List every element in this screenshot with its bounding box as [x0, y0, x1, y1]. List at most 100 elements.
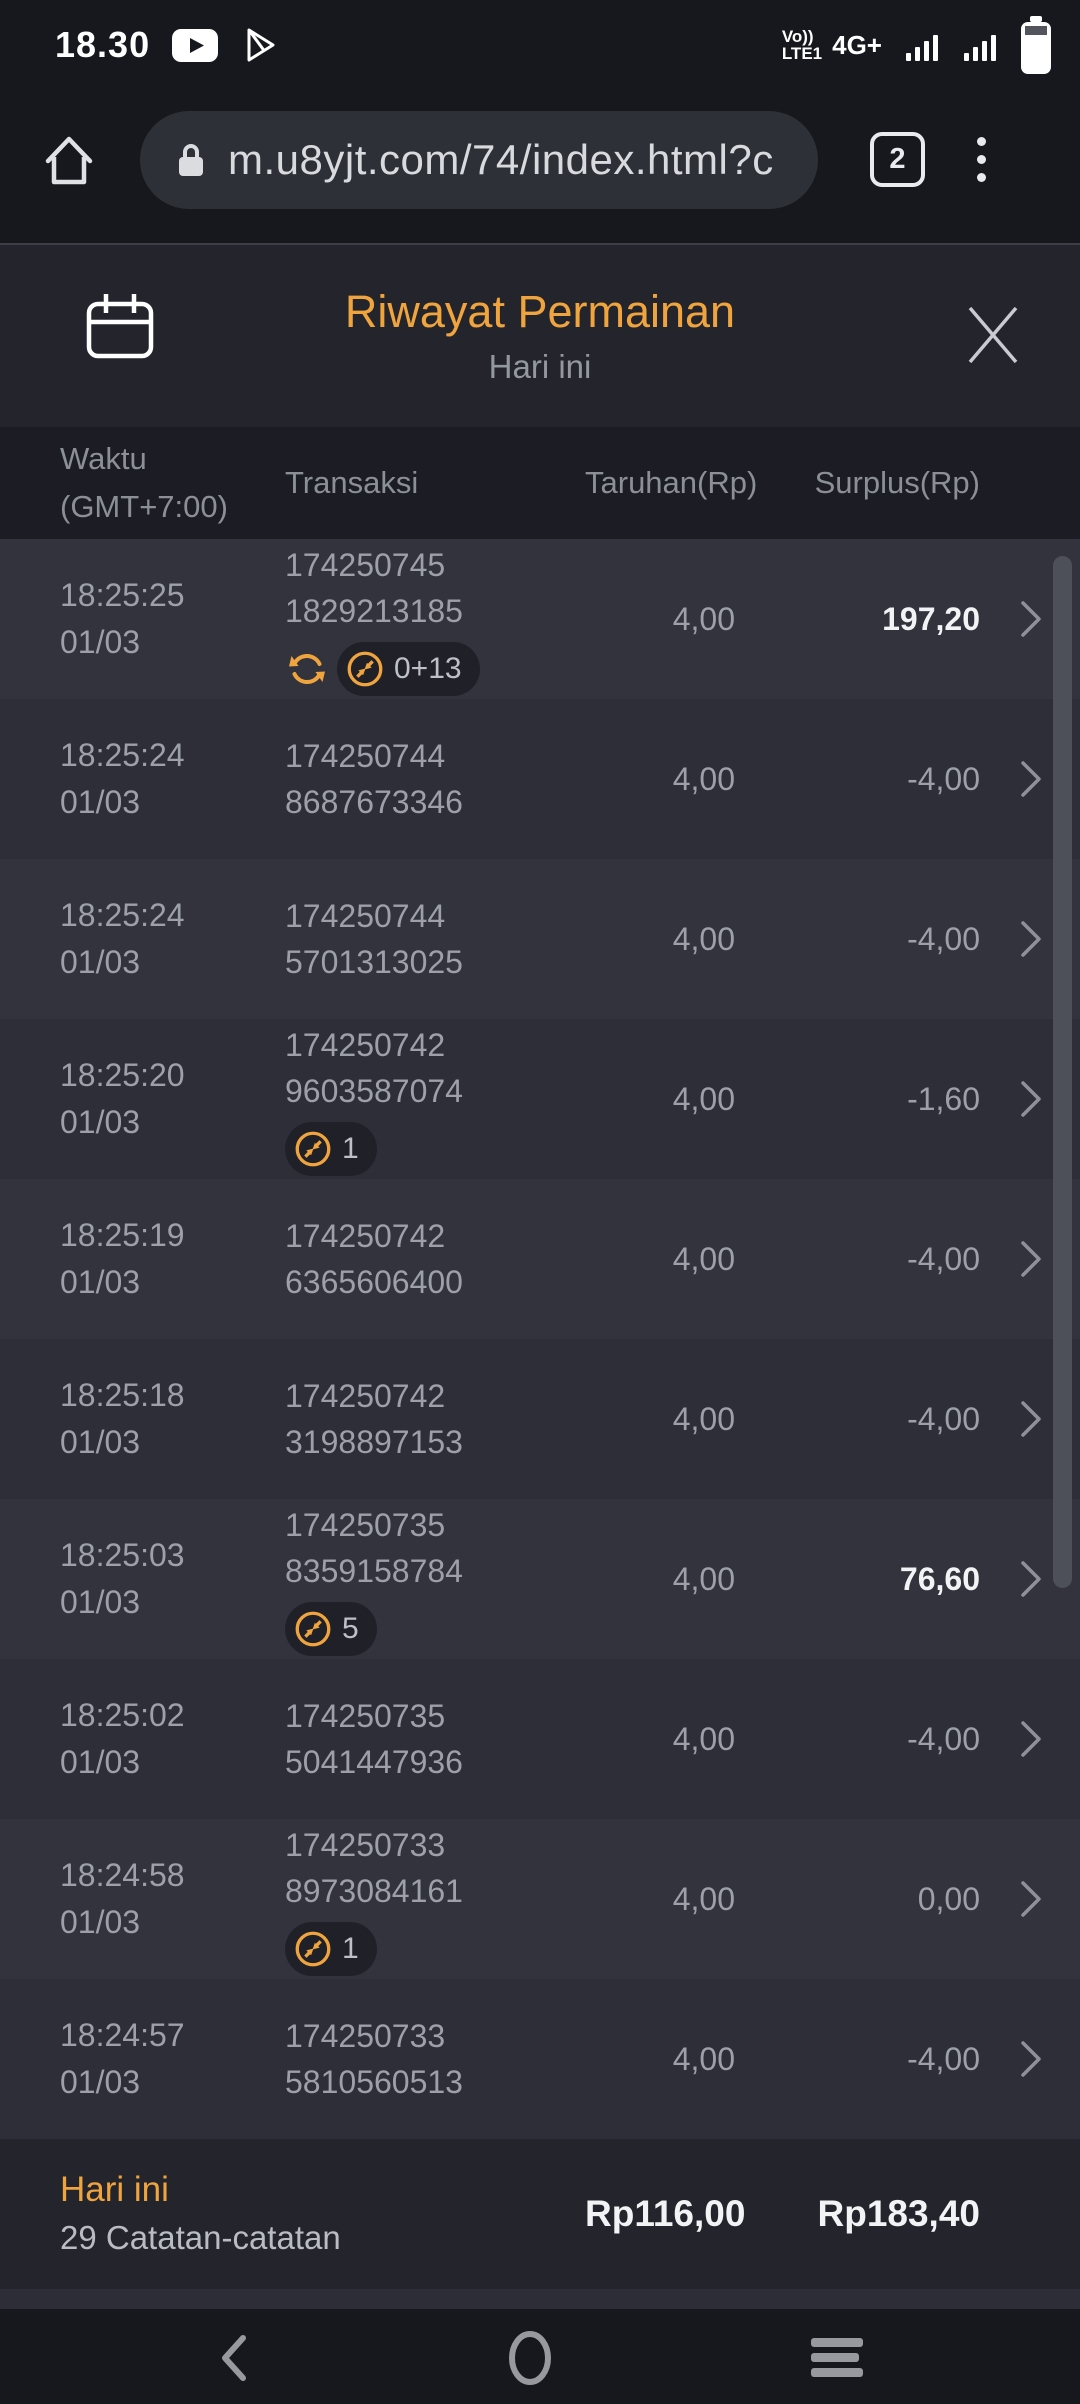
- summary-period: Hari ini: [60, 2170, 169, 2209]
- row-txn-line2: 9603587074: [285, 1073, 463, 1109]
- row-time-cell: 18:25:03 01/03: [60, 1532, 285, 1626]
- row-chevron: [980, 1396, 1080, 1442]
- chevron-right-icon: [1021, 1081, 1041, 1117]
- row-date: 01/03: [60, 2064, 141, 2100]
- row-time: 18:25:20: [60, 1057, 185, 1093]
- chevron-right-icon: [1021, 1401, 1041, 1437]
- page-title: Riwayat Permainan: [344, 286, 736, 337]
- row-date: 01/03: [60, 1104, 141, 1140]
- row-transaction-cell: 174250744 8687673346: [285, 733, 585, 825]
- table-header: Waktu (GMT+7:00) Transaksi Taruhan(Rp) S…: [0, 427, 1080, 539]
- row-time-cell: 18:25:18 01/03: [60, 1372, 285, 1466]
- youtube-notification-icon: [172, 28, 219, 62]
- table-row[interactable]: 18:25:25 01/03 174250745 1829213185: [0, 539, 1080, 699]
- row-txn-line1: 174250742: [285, 1027, 446, 1063]
- chevron-right-icon: [1021, 921, 1041, 957]
- spin-icon: [347, 651, 383, 687]
- spin-count-badge: 5: [285, 1602, 377, 1656]
- row-date: 01/03: [60, 784, 141, 820]
- summary-record-count: 29 Catatan-catatan: [60, 2219, 341, 2256]
- close-icon: [968, 306, 1018, 364]
- table-row[interactable]: 18:25:20 01/03 174250742 9603587074: [0, 1019, 1080, 1179]
- row-transaction-cell: 174250735 8359158784 5: [285, 1502, 585, 1656]
- row-surplus: -1,60: [907, 1080, 980, 1117]
- spin-count-badge: 0+13: [337, 642, 480, 696]
- browser-menu-button[interactable]: [971, 131, 992, 188]
- close-button[interactable]: [958, 297, 1028, 373]
- status-bar: 18.30 Vo)) LTE1 4G+: [0, 0, 1080, 90]
- nav-back-button[interactable]: [215, 2330, 251, 2386]
- chevron-right-icon: [1021, 601, 1041, 637]
- table-row[interactable]: 18:25:03 01/03 174250735 8359158784: [0, 1499, 1080, 1659]
- table-row[interactable]: 18:24:57 01/03 174250733 5810560513 4,00…: [0, 1979, 1080, 2139]
- column-header-surplus: Surplus(Rp): [814, 465, 980, 500]
- tab-switcher-button[interactable]: 2: [870, 132, 925, 187]
- calendar-button[interactable]: [86, 291, 154, 363]
- row-time: 18:25:02: [60, 1697, 185, 1733]
- row-time-cell: 18:25:24 01/03: [60, 732, 285, 826]
- row-txn-line1: 174250744: [285, 738, 446, 774]
- row-transaction-cell: 174250742 3198897153: [285, 1373, 585, 1465]
- row-time-cell: 18:25:20 01/03: [60, 1052, 285, 1146]
- summary-left: Hari ini 29 Catatan-catatan: [60, 2166, 585, 2262]
- nav-menu-icon: [811, 2337, 863, 2377]
- page-subtitle: Hari ini: [488, 348, 592, 385]
- network-type-label: 4G+: [832, 29, 882, 60]
- browser-home-button[interactable]: [38, 130, 100, 190]
- content-edge-strip: [0, 2289, 1080, 2309]
- row-txn-line1: 174250745: [285, 547, 446, 583]
- row-chevron: [980, 1556, 1080, 1602]
- row-date: 01/03: [60, 944, 141, 980]
- row-chevron: [980, 2036, 1080, 2082]
- signal-bars-icon-2: [962, 27, 998, 63]
- android-navigation-bar: [0, 2309, 1080, 2404]
- row-transaction-cell: 174250742 6365606400: [285, 1213, 585, 1305]
- row-time: 18:24:57: [60, 2017, 185, 2053]
- table-row[interactable]: 18:24:58 01/03 174250733 8973084161: [0, 1819, 1080, 1979]
- scrollbar-thumb[interactable]: [1053, 556, 1072, 1588]
- row-txn-line2: 3198897153: [285, 1424, 463, 1460]
- spin-count: 0+13: [394, 652, 462, 685]
- table-row[interactable]: 18:25:24 01/03 174250744 5701313025 4,00…: [0, 859, 1080, 1019]
- row-transaction-cell: 174250745 1829213185: [285, 542, 585, 696]
- nav-home-button[interactable]: [506, 2330, 554, 2386]
- row-chevron: [980, 1236, 1080, 1282]
- row-surplus: -4,00: [907, 760, 980, 797]
- table-row[interactable]: 18:25:18 01/03 174250742 3198897153 4,00…: [0, 1339, 1080, 1499]
- row-txn-line2: 8687673346: [285, 784, 463, 820]
- summary-total-bet: Rp116,00: [585, 2193, 746, 2234]
- address-bar[interactable]: m.u8yjt.com/74/index.html?c: [140, 110, 818, 209]
- row-date: 01/03: [60, 1744, 141, 1780]
- row-badges: 1: [285, 1122, 585, 1176]
- table-row[interactable]: 18:25:19 01/03 174250742 6365606400 4,00…: [0, 1179, 1080, 1339]
- row-badges: 1: [285, 1922, 585, 1976]
- row-txn-line1: 174250735: [285, 1698, 446, 1734]
- chevron-right-icon: [1021, 1881, 1041, 1917]
- column-header-bet: Taruhan(Rp): [585, 465, 758, 500]
- row-txn-line2: 5701313025: [285, 944, 463, 980]
- table-row[interactable]: 18:25:02 01/03 174250735 5041447936 4,00…: [0, 1659, 1080, 1819]
- chevron-right-icon: [1021, 1241, 1041, 1277]
- spin-count-badge: 1: [285, 1922, 377, 1976]
- volte-icon: Vo)) LTE1: [781, 27, 823, 63]
- row-time-cell: 18:25:02 01/03: [60, 1692, 285, 1786]
- row-time-cell: 18:24:58 01/03: [60, 1852, 285, 1946]
- nav-home-icon: [509, 2330, 551, 2385]
- nav-back-icon: [222, 2334, 246, 2381]
- status-clock: 18.30: [55, 24, 151, 65]
- row-bet: 4,00: [672, 1720, 735, 1757]
- spin-count: 1: [342, 1132, 359, 1165]
- row-surplus: 76,60: [899, 1560, 980, 1597]
- row-date: 01/03: [60, 624, 141, 660]
- spin-count-badge: 1: [285, 1122, 377, 1176]
- column-header-transaction: Transaksi: [285, 465, 419, 500]
- history-list: 18:25:25 01/03 174250745 1829213185: [0, 539, 1080, 2139]
- row-time: 18:25:24: [60, 737, 185, 773]
- table-row[interactable]: 18:25:24 01/03 174250744 8687673346 4,00…: [0, 699, 1080, 859]
- calendar-icon: [86, 294, 154, 359]
- nav-menu-button[interactable]: [809, 2336, 865, 2380]
- row-txn-line2: 5041447936: [285, 1744, 463, 1780]
- row-txn-line2: 8359158784: [285, 1553, 463, 1589]
- row-surplus: 197,20: [882, 600, 980, 637]
- row-txn-line1: 174250744: [285, 898, 446, 934]
